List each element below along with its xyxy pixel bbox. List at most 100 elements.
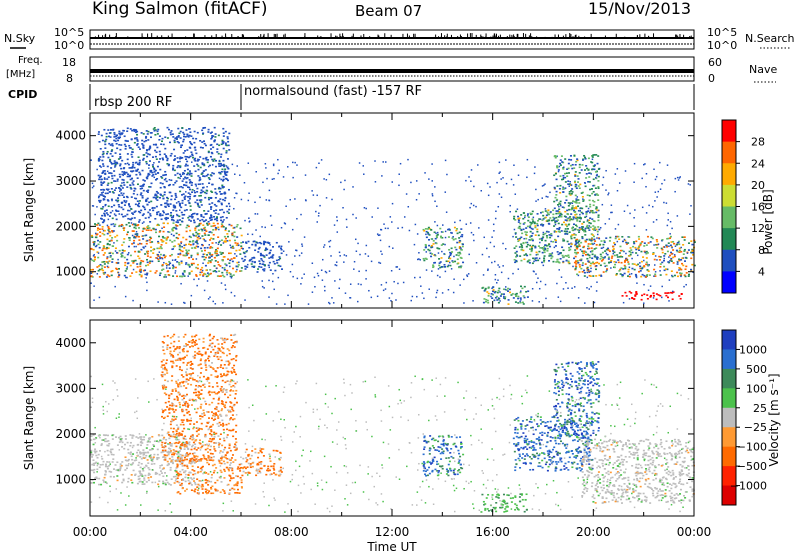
range-cell bbox=[384, 288, 387, 290]
range-cell bbox=[505, 159, 507, 161]
range-cell bbox=[157, 211, 160, 213]
range-cell bbox=[208, 178, 211, 181]
range-cell bbox=[121, 132, 124, 134]
range-cell bbox=[232, 257, 235, 259]
range-cell bbox=[557, 169, 560, 171]
range-cell bbox=[463, 302, 465, 304]
range-cell bbox=[132, 223, 135, 225]
range-cell bbox=[531, 239, 534, 242]
range-cell bbox=[180, 479, 183, 481]
range-cell bbox=[110, 206, 113, 208]
range-cell bbox=[149, 186, 152, 188]
range-cell bbox=[502, 288, 505, 291]
range-cell bbox=[157, 255, 160, 258]
range-cell bbox=[141, 169, 144, 172]
range-cell bbox=[100, 268, 103, 271]
range-cell bbox=[560, 276, 563, 278]
range-cell bbox=[542, 233, 545, 236]
range-cell bbox=[496, 299, 499, 301]
range-cell bbox=[556, 259, 559, 261]
range-cell bbox=[456, 262, 459, 265]
colorbar-swatch bbox=[722, 249, 736, 272]
range-cell bbox=[677, 240, 680, 243]
range-cell bbox=[115, 218, 118, 221]
range-cell bbox=[514, 301, 517, 303]
range-cell bbox=[207, 484, 210, 486]
range-cell bbox=[120, 132, 123, 134]
range-cell bbox=[94, 448, 97, 451]
range-cell bbox=[567, 223, 570, 226]
range-cell bbox=[190, 262, 193, 265]
colorbar-swatch bbox=[722, 228, 736, 251]
range-cell bbox=[100, 134, 103, 137]
range-cell bbox=[99, 231, 102, 234]
range-cell bbox=[113, 162, 116, 165]
range-cell bbox=[610, 259, 613, 262]
range-cell bbox=[444, 236, 447, 239]
range-cell bbox=[655, 298, 658, 301]
range-cell bbox=[465, 179, 467, 182]
range-cell bbox=[190, 264, 193, 266]
range-cell bbox=[142, 235, 144, 237]
range-cell bbox=[191, 181, 194, 184]
range-cell bbox=[196, 218, 199, 220]
range-cell bbox=[577, 240, 580, 243]
range-cell bbox=[645, 212, 648, 214]
range-cell bbox=[435, 232, 437, 235]
range-cell bbox=[492, 289, 495, 291]
range-cell bbox=[101, 172, 104, 174]
range-cell bbox=[439, 227, 442, 230]
range-cell bbox=[516, 208, 519, 210]
range-cell bbox=[384, 227, 387, 230]
range-cell bbox=[287, 294, 289, 297]
range-cell bbox=[677, 179, 680, 181]
range-cell bbox=[269, 269, 272, 271]
range-cell bbox=[643, 274, 646, 277]
range-cell bbox=[509, 204, 511, 207]
range-cell bbox=[105, 188, 108, 191]
range-cell bbox=[569, 155, 572, 157]
range-cell bbox=[224, 130, 227, 133]
range-cell bbox=[535, 281, 538, 284]
range-cell bbox=[206, 190, 209, 192]
range-cell bbox=[224, 263, 227, 265]
range-cell bbox=[156, 224, 159, 227]
range-cell bbox=[209, 132, 212, 134]
range-cell bbox=[176, 459, 179, 461]
range-cell bbox=[182, 140, 185, 143]
range-cell bbox=[250, 263, 253, 265]
range-cell bbox=[520, 285, 523, 288]
range-cell bbox=[105, 276, 108, 278]
range-cell bbox=[459, 256, 462, 259]
range-cell bbox=[100, 181, 103, 183]
range-cell bbox=[92, 462, 95, 465]
range-cell bbox=[164, 170, 167, 173]
range-cell bbox=[486, 247, 488, 250]
range-cell bbox=[692, 254, 695, 256]
range-cell bbox=[213, 139, 216, 141]
range-cell bbox=[635, 240, 638, 243]
range-cell bbox=[661, 182, 663, 185]
range-cell bbox=[209, 296, 211, 298]
range-cell bbox=[210, 476, 213, 479]
range-cell bbox=[156, 458, 159, 461]
range-cell bbox=[424, 228, 427, 230]
range-cell bbox=[345, 255, 348, 257]
range-cell bbox=[140, 457, 143, 460]
range-cell bbox=[630, 249, 633, 251]
range-cell bbox=[190, 270, 193, 273]
range-cell bbox=[173, 206, 176, 209]
range-cell bbox=[151, 481, 154, 484]
range-cell bbox=[112, 453, 115, 456]
range-cell bbox=[525, 245, 528, 248]
range-cell bbox=[547, 196, 549, 198]
range-cell bbox=[109, 144, 112, 146]
range-cell bbox=[562, 186, 564, 188]
range-cell bbox=[220, 164, 223, 167]
range-cell bbox=[231, 472, 234, 475]
range-cell bbox=[166, 464, 169, 467]
range-cell bbox=[212, 270, 215, 273]
range-cell bbox=[597, 216, 600, 218]
range-cell bbox=[300, 252, 303, 254]
range-cell bbox=[218, 190, 221, 193]
